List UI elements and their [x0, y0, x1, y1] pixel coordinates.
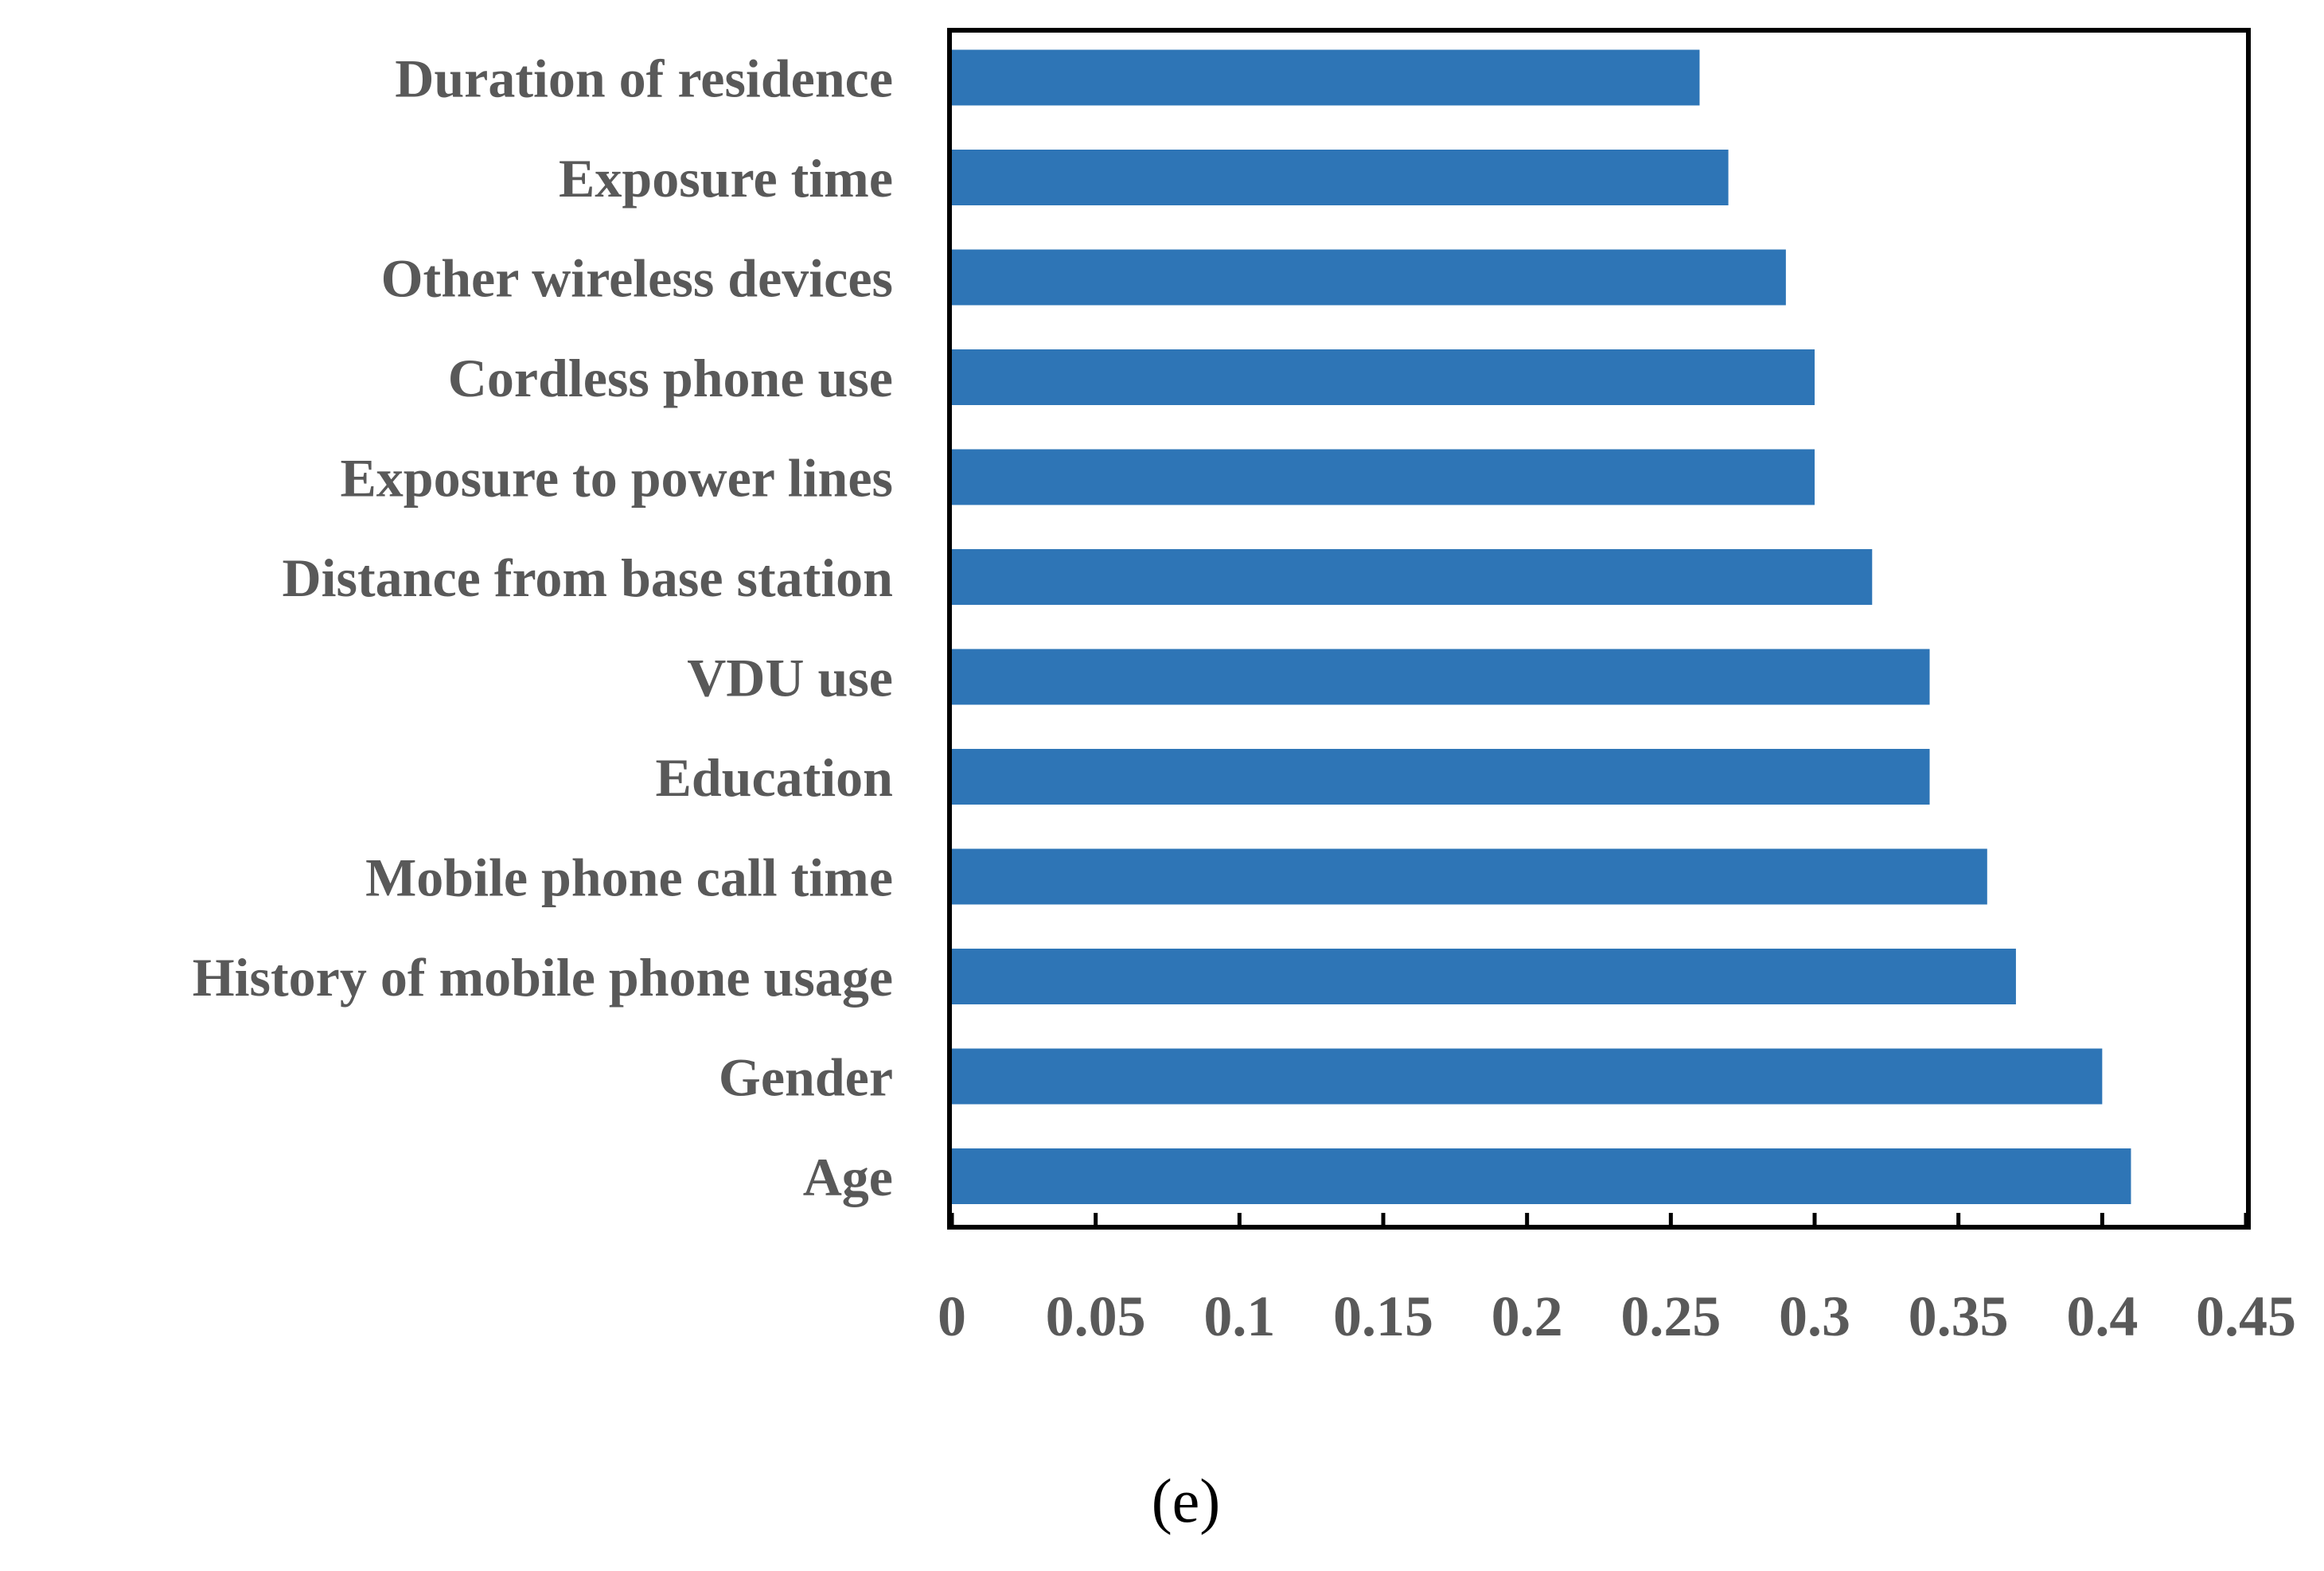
- x-tick-label: 0.4: [2066, 1284, 2138, 1348]
- x-tick-label: 0.05: [1046, 1284, 1146, 1348]
- bar: [952, 848, 1987, 905]
- x-axis-ticks: [949, 1213, 2248, 1227]
- bar: [952, 49, 1700, 106]
- bar: [952, 749, 1930, 805]
- plot-frame: [947, 28, 2251, 1230]
- category-label: Exposure to power lines: [340, 448, 893, 509]
- x-tick-label: 0.2: [1491, 1284, 1563, 1348]
- bar: [952, 549, 1873, 605]
- bars-group: [952, 49, 2131, 1204]
- category-label: Age: [803, 1147, 893, 1207]
- x-tick-label: 0.25: [1620, 1284, 1721, 1348]
- x-axis-tick-labels: 0 0.05 0.1 0.15 0.2 0.25 0.3 0.35 0.4 0.45: [938, 1284, 2296, 1348]
- category-label: Distance from base station: [283, 548, 893, 608]
- bar: [952, 449, 1815, 505]
- bar: [952, 150, 1729, 205]
- bar: [952, 649, 1930, 705]
- x-tick-label: 0.3: [1779, 1284, 1850, 1348]
- category-label: History of mobile phone usage: [193, 947, 893, 1008]
- figure-caption: (e): [1152, 1466, 1221, 1535]
- x-tick-label: 0.1: [1203, 1284, 1275, 1348]
- category-label: Mobile phone call time: [365, 848, 893, 908]
- bar: [952, 249, 1786, 306]
- category-label: Exposure time: [559, 148, 893, 209]
- category-label: VDU use: [687, 648, 893, 708]
- x-tick-label: 0.15: [1333, 1284, 1433, 1348]
- category-label: Cordless phone use: [448, 348, 893, 408]
- bar: [952, 1148, 2131, 1204]
- x-tick-label: 0: [938, 1284, 966, 1348]
- x-tick-label: 0.35: [1909, 1284, 2009, 1348]
- category-label: Education: [655, 747, 893, 808]
- bar: [952, 949, 2016, 1004]
- bar: [952, 1048, 2103, 1105]
- bar: [952, 349, 1815, 405]
- category-label: Duration of residence: [395, 49, 893, 109]
- category-labels: Age Gender History of mobile phone usage Mo…: [193, 49, 893, 1208]
- category-label: Gender: [719, 1047, 893, 1108]
- x-tick-label: 0.45: [2196, 1284, 2296, 1348]
- category-label: Other wireless devices: [381, 248, 893, 309]
